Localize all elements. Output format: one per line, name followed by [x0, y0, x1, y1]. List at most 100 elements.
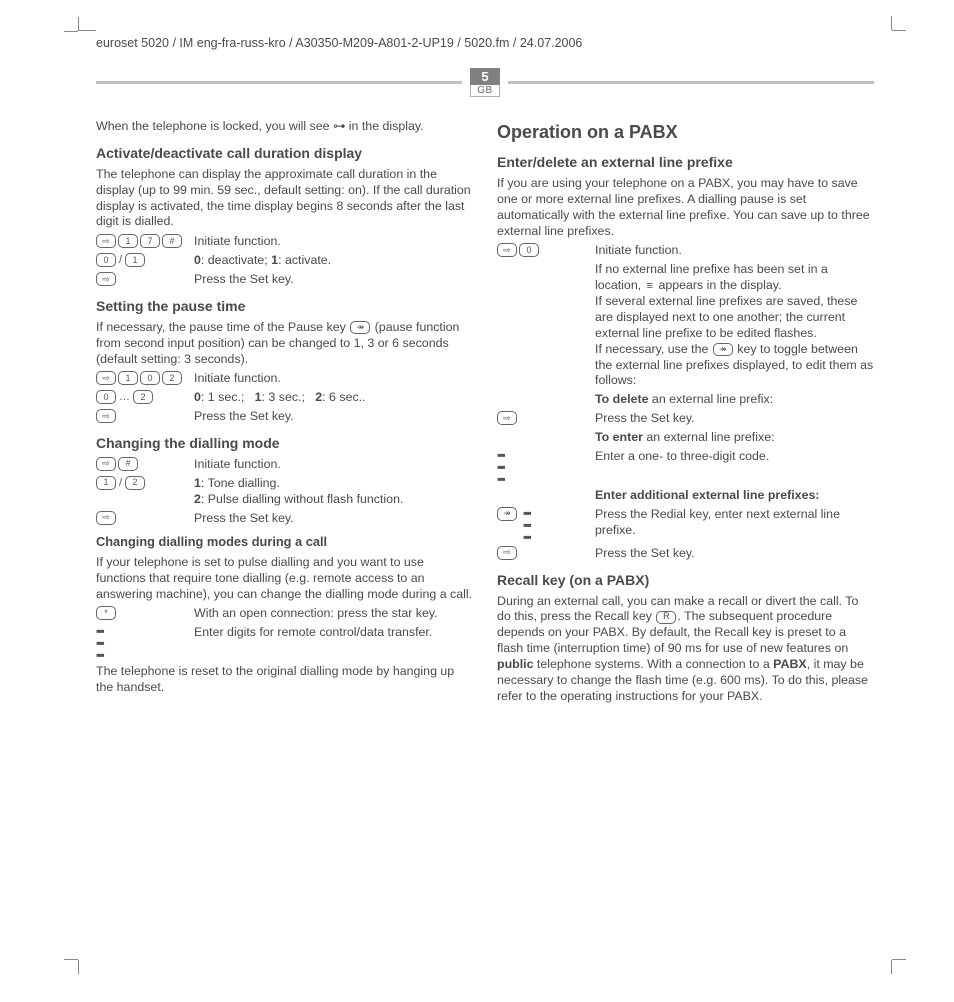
key-sequence: ⇨ 1 0 2	[96, 371, 194, 385]
section-paragraph: If your telephone is set to pulse dialli…	[96, 555, 473, 603]
manual-page: euroset 5020 / IM eng-fra-russ-kro / A30…	[96, 30, 874, 960]
instruction-row: To delete an external line prefix:	[497, 392, 874, 408]
key-sequence: ⇨	[96, 272, 194, 286]
redial-key-icon: ↠	[350, 321, 370, 334]
key-sequence: 0 / 1	[96, 253, 194, 267]
key-0: 0	[140, 371, 160, 385]
key-sequence: ⇨ 0	[497, 243, 595, 257]
instruction-text: Press the Set key.	[194, 511, 473, 527]
lock-icon: ⊶	[333, 119, 345, 133]
set-key-icon: ⇨	[96, 409, 116, 423]
instruction-text: 0: deactivate; 1: activate.	[194, 253, 473, 269]
set-key-icon: ⇨	[96, 272, 116, 286]
section-paragraph: The telephone is reset to the original d…	[96, 664, 473, 696]
instruction-row: Enter additional external line prefixes:	[497, 488, 874, 504]
header-path: euroset 5020 / IM eng-fra-russ-kro / A30…	[96, 30, 874, 50]
instruction-row: ⇨ Press the Set key.	[96, 511, 473, 527]
key-0: 0	[519, 243, 539, 257]
section-paragraph: If necessary, the pause time of the Paus…	[96, 320, 473, 368]
key-7: 7	[140, 234, 160, 248]
instruction-row: ▪▪▪▪▪▪▪▪▪ Enter digits for remote contro…	[96, 625, 473, 661]
key-0: 0	[96, 390, 116, 404]
set-key-icon: ⇨	[497, 243, 517, 257]
instruction-text: With an open connection: press the star …	[194, 606, 473, 622]
key-sequence: ▪▪▪▪▪▪▪▪▪	[497, 449, 595, 485]
section-title: Changing the dialling mode	[96, 435, 473, 453]
page-badge: 5 GB	[470, 68, 499, 97]
section-paragraph: The telephone can display the approximat…	[96, 167, 473, 231]
key-sequence: 0 … 2	[96, 390, 194, 404]
instruction-text: Enter a one- to three-digit code.	[595, 449, 874, 465]
instruction-row: ⇨ 1 0 2 Initiate function.	[96, 371, 473, 387]
country-code: GB	[470, 85, 499, 97]
set-key-icon: ⇨	[96, 457, 116, 471]
section-title: Enter/delete an external line prefixe	[497, 154, 874, 172]
instruction-row: To enter an external line prefixe:	[497, 430, 874, 446]
instruction-text: Enter digits for remote control/data tra…	[194, 625, 473, 641]
instruction-text: Initiate function.	[595, 243, 874, 259]
instruction-text: Initiate function.	[194, 457, 473, 473]
set-key-icon: ⇨	[497, 411, 517, 425]
key-sequence: ⇨ #	[96, 457, 194, 471]
set-key-icon: ⇨	[96, 234, 116, 248]
key-separator: …	[118, 390, 131, 404]
section-title: Activate/deactivate call duration displa…	[96, 145, 473, 163]
instruction-row: * With an open connection: press the sta…	[96, 606, 473, 622]
instruction-text: To delete an external line prefix:	[595, 392, 874, 408]
instruction-row: 1 / 2 1: Tone dialling. 2: Pulse diallin…	[96, 476, 473, 508]
instruction-row: ⇨ 0 Initiate function.	[497, 243, 874, 259]
key-sequence: ⇨	[497, 411, 595, 425]
key-sequence: ⇨	[96, 409, 194, 423]
instruction-text: 0: 1 sec.; 1: 3 sec.; 2: 6 sec..	[194, 390, 473, 406]
key-star: *	[96, 606, 116, 620]
key-sequence: ⇨	[96, 511, 194, 525]
section-paragraph: During an external call, you can make a …	[497, 594, 874, 705]
set-key-icon: ⇨	[96, 371, 116, 385]
key-1: 1	[118, 234, 138, 248]
key-0: 0	[96, 253, 116, 267]
set-key-icon: ⇨	[96, 511, 116, 525]
instruction-text: If no external line prefixe has been set…	[595, 262, 874, 389]
intro-text: When the telephone is locked, you will s…	[96, 119, 473, 135]
page-number: 5	[470, 68, 499, 85]
instruction-row: ⇨ Press the Set key.	[96, 272, 473, 288]
instruction-text: Press the Set key.	[595, 546, 874, 562]
key-2: 2	[125, 476, 145, 490]
subsection-title: Changing dialling modes during a call	[96, 534, 473, 550]
instruction-text: Initiate function.	[194, 234, 473, 250]
key-separator: /	[118, 253, 123, 267]
instruction-row: ▪▪▪▪▪▪▪▪▪ Enter a one- to three-digit co…	[497, 449, 874, 485]
redial-key-icon: ↠	[497, 507, 517, 521]
key-2: 2	[162, 371, 182, 385]
instruction-row: If no external line prefixe has been set…	[497, 262, 874, 389]
instruction-row: ⇨ 1 7 # Initiate function.	[96, 234, 473, 250]
key-sequence: ↠ ▪▪▪▪▪▪▪▪▪	[497, 507, 595, 543]
header-rule: 5 GB	[96, 68, 874, 97]
key-hash: #	[162, 234, 182, 248]
instruction-row: 0 … 2 0: 1 sec.; 1: 3 sec.; 2: 6 sec..	[96, 390, 473, 406]
instruction-row: 0 / 1 0: deactivate; 1: activate.	[96, 253, 473, 269]
instruction-text: Press the Set key.	[194, 409, 473, 425]
key-sequence: ⇨ 1 7 #	[96, 234, 194, 248]
key-sequence: *	[96, 606, 194, 620]
instruction-text: Initiate function.	[194, 371, 473, 387]
instruction-text: 1: Tone dialling. 2: Pulse dialling with…	[194, 476, 473, 508]
key-1: 1	[118, 371, 138, 385]
key-sequence: ⇨	[497, 546, 595, 560]
recall-key-icon: R	[656, 611, 676, 624]
right-column: Operation on a PABX Enter/delete an exte…	[497, 119, 874, 709]
instruction-row: ⇨ Press the Set key.	[96, 409, 473, 425]
set-key-icon: ⇨	[497, 546, 517, 560]
instruction-text: Press the Set key.	[595, 411, 874, 427]
left-column: When the telephone is locked, you will s…	[96, 119, 473, 709]
section-title: Setting the pause time	[96, 298, 473, 316]
placeholder-icon: ≡	[647, 279, 653, 293]
section-title: Recall key (on a PABX)	[497, 572, 874, 590]
key-1: 1	[125, 253, 145, 267]
instruction-row: ↠ ▪▪▪▪▪▪▪▪▪ Press the Redial key, enter …	[497, 507, 874, 543]
instruction-text: Enter additional external line prefixes:	[595, 488, 874, 504]
instruction-row: ⇨ Press the Set key.	[497, 411, 874, 427]
numpad-icon: ▪▪▪▪▪▪▪▪▪	[523, 507, 530, 543]
main-heading: Operation on a PABX	[497, 121, 874, 144]
key-1: 1	[96, 476, 116, 490]
